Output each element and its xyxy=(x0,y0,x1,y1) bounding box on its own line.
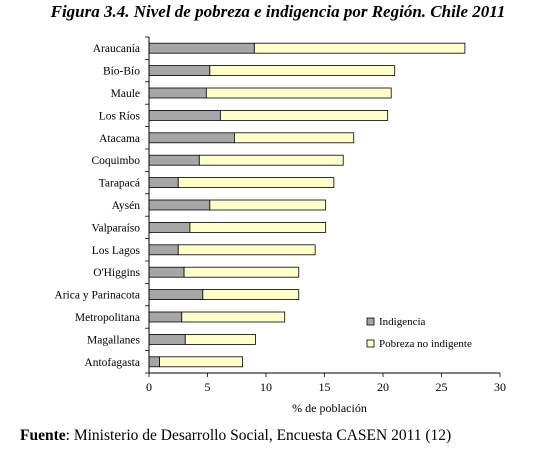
stacked-bar-chart: Araucanía Bío-Bío Maule Los Ríos Atacama Coqu… xyxy=(54,36,506,415)
bar-indigencia-arica-y-parinacota xyxy=(148,289,204,301)
source-label: Fuente xyxy=(20,427,66,444)
legend-label-pobreza-no-indigente: Pobreza no indigente xyxy=(379,338,472,350)
bar-pobreza-no-indigente-aysen xyxy=(209,199,327,211)
bar-pobreza-no-indigente-metropolitana xyxy=(181,311,286,323)
bar-indigencia-maule xyxy=(148,87,207,99)
x-tick-label: 20 xyxy=(377,380,389,394)
y-tick-label: Valparaíso xyxy=(91,222,140,234)
bar-indigencia-antofagasta xyxy=(148,356,160,368)
y-tick-label: Metropolitana xyxy=(75,312,140,324)
y-tick-label: Los Ríos xyxy=(99,110,141,122)
bar-pobreza-no-indigente-tarapaca xyxy=(177,177,335,189)
source-text: : Ministerio de Desarrollo Social, Encue… xyxy=(65,427,452,444)
bar-pobreza-no-indigente-magallanes xyxy=(184,333,256,345)
bar-pobreza-no-indigente-atacama xyxy=(234,132,355,144)
bar-indigencia-coquimbo xyxy=(148,154,200,166)
y-tick-label: Arica y Parinacota xyxy=(54,290,140,302)
y-tick-label: Araucanía xyxy=(93,43,140,55)
bar-indigencia-los-lagos xyxy=(148,244,179,256)
bar-pobreza-no-indigente-los-rios xyxy=(219,110,389,121)
bar-pobreza-no-indigente-antofagasta xyxy=(159,356,243,368)
bar-pobreza-no-indigente-maule xyxy=(205,87,392,99)
y-tick-label: Magallanes xyxy=(87,334,141,346)
legend-swatch-indigencia xyxy=(366,317,375,326)
bar-indigencia-o-higgins xyxy=(148,266,185,278)
bar-indigencia-tarapaca xyxy=(148,177,179,189)
y-tick-label: Atacama xyxy=(99,133,140,145)
figure-title: Figura 3.4. Nivel de pobreza e indigenci… xyxy=(50,2,506,21)
bar-pobreza-no-indigente-o-higgins xyxy=(183,266,300,278)
x-tick-label: 0 xyxy=(146,380,152,394)
x-tick-label: 25 xyxy=(436,380,448,394)
x-tick-label: 30 xyxy=(494,380,506,394)
bar-indigencia-atacama xyxy=(148,132,235,144)
y-tick-label: Coquimbo xyxy=(91,155,140,167)
x-axis-title: % de población xyxy=(292,401,367,415)
bar-indigencia-valparaiso xyxy=(148,221,191,233)
legend-swatch-pobreza-no-indigente xyxy=(366,339,375,348)
y-tick-label: Tarapacá xyxy=(99,178,140,190)
bar-pobreza-no-indigente-araucania xyxy=(253,42,466,54)
bar-indigencia-bio-bio xyxy=(148,65,211,76)
bar-indigencia-magallanes xyxy=(148,333,186,345)
source-note: Fuente: Ministerio de Desarrollo Social,… xyxy=(20,427,451,445)
y-tick-label: O'Higgins xyxy=(93,267,140,279)
bar-pobreza-no-indigente-coquimbo xyxy=(198,154,344,166)
y-tick-label: Aysén xyxy=(112,200,141,212)
bar-indigencia-aysen xyxy=(148,199,211,211)
bar-indigencia-metropolitana xyxy=(148,311,183,323)
bar-pobreza-no-indigente-arica-y-parinacota xyxy=(202,289,300,301)
bar-pobreza-no-indigente-los-lagos xyxy=(177,244,316,256)
bar-indigencia-los-rios xyxy=(148,110,221,121)
x-tick-label: 5 xyxy=(205,380,211,394)
bar-pobreza-no-indigente-bio-bio xyxy=(209,65,396,76)
legend-label-indigencia: Indigencia xyxy=(379,316,426,328)
x-tick-label: 10 xyxy=(260,380,272,394)
y-tick-label: Bío-Bío xyxy=(103,66,140,78)
x-tick-label: 15 xyxy=(319,380,331,394)
y-tick-label: Los Lagos xyxy=(92,245,141,257)
bar-indigencia-araucania xyxy=(148,42,255,54)
y-tick-label: Maule xyxy=(111,88,140,100)
y-tick-label: Antofagasta xyxy=(84,357,140,369)
bar-pobreza-no-indigente-valparaiso xyxy=(189,221,327,233)
